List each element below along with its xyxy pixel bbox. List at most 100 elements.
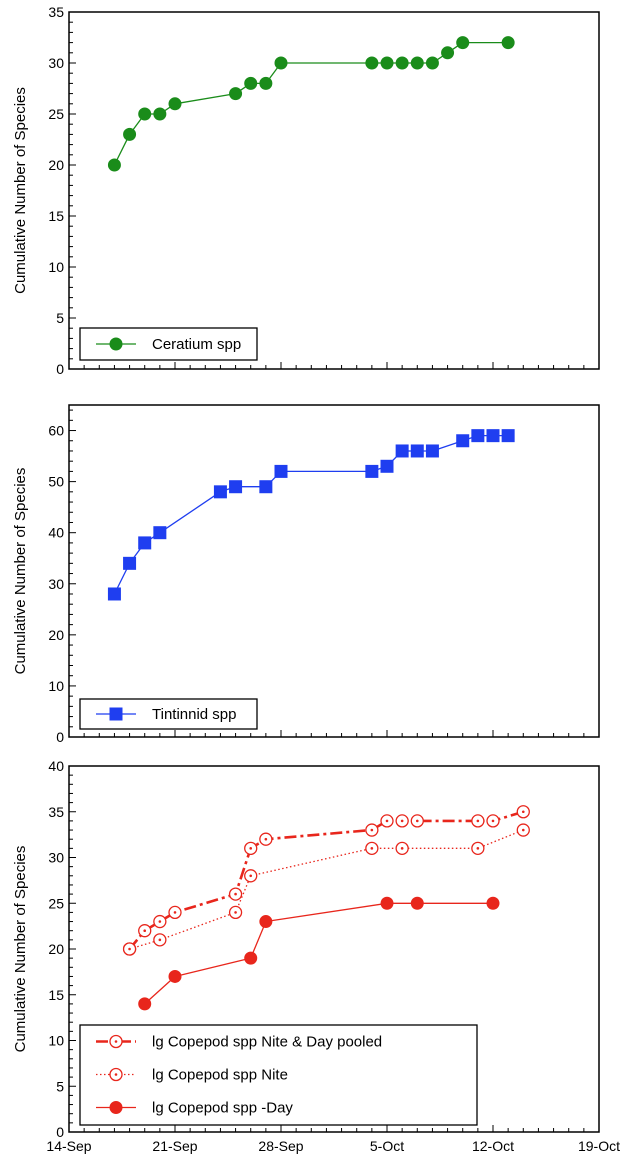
- legend-label: Ceratium spp: [152, 336, 241, 353]
- marker-dot: [400, 819, 404, 823]
- x-tick-label: 14-Sep: [46, 1138, 91, 1154]
- data-point: [244, 76, 258, 90]
- data-point: [380, 459, 394, 473]
- legend-entry: Tintinnid spp: [96, 706, 237, 723]
- chart-panels: 0 5 10 15 20 25 30 35 Cumulative Number of Speci…: [12, 4, 620, 1154]
- y-tick-label: 30: [48, 850, 64, 866]
- y-axis-title: Cumulative Number of Species: [12, 846, 29, 1053]
- data-point: [274, 464, 288, 478]
- marker-dot: [476, 847, 480, 850]
- data-point: [153, 107, 167, 121]
- data-point: [138, 107, 152, 121]
- marker-dot: [234, 892, 237, 896]
- x-tick-label: 19-Oct: [578, 1138, 620, 1154]
- data-point: [395, 841, 409, 855]
- data-point: [228, 887, 243, 901]
- legend-label: lg Copepod spp Nite: [152, 1067, 288, 1084]
- series-line: [144, 902, 493, 1005]
- data-point: [425, 56, 439, 70]
- data-point: [259, 480, 273, 494]
- y-axis: 0 10 20 30 40 50 60: [48, 409, 76, 745]
- data-point: [138, 924, 152, 938]
- marker-dot: [249, 874, 253, 878]
- marker-dot: [385, 819, 389, 823]
- legend-marker: [109, 1034, 123, 1049]
- marker-dot: [158, 938, 162, 942]
- data-point: [486, 429, 500, 443]
- data-point: [107, 158, 121, 172]
- marker-dot: [521, 828, 525, 832]
- data-point: [365, 56, 379, 70]
- y-tick-label: 35: [48, 804, 64, 820]
- y-tick-label: 15: [48, 987, 64, 1003]
- chart-panel-2: 0 10 20 30 40 50 60 Cumulative Number of Specie…: [12, 404, 600, 745]
- data-point: [107, 587, 121, 601]
- data-point: [501, 429, 515, 443]
- data-point: [259, 832, 273, 846]
- chart-panel-3: 0 5 10 15 20 25 30 35 40 Cumulative Number of Spe…: [12, 758, 620, 1154]
- series-line: [128, 810, 524, 950]
- data-point: [259, 76, 273, 90]
- data-point: [229, 480, 243, 494]
- data-point: [259, 915, 273, 929]
- data-point: [486, 896, 500, 910]
- y-tick-label: 0: [56, 361, 64, 377]
- data-point: [410, 814, 424, 828]
- plot-frame: [68, 404, 600, 738]
- data-point: [471, 814, 485, 828]
- data-point: [380, 896, 394, 910]
- series-1: [107, 36, 515, 172]
- data-point: [365, 823, 379, 837]
- x-tick-label: 21-Sep: [152, 1138, 197, 1154]
- data-point: [456, 434, 470, 448]
- data-point: [471, 841, 485, 855]
- y-tick-label: 20: [48, 627, 64, 643]
- data-point: [274, 56, 288, 70]
- data-point: [138, 997, 152, 1011]
- marker-dot: [234, 911, 237, 914]
- legend-entry: lg Copepod spp Nite & Day pooled: [96, 1034, 382, 1051]
- y-tick-label: 25: [48, 106, 64, 122]
- data-point: [122, 942, 137, 956]
- x-tick-label: 5-Oct: [370, 1138, 404, 1154]
- y-tick-label: 0: [56, 1124, 64, 1140]
- data-point: [486, 814, 500, 828]
- data-point: [153, 914, 167, 929]
- marker-dot: [415, 819, 419, 823]
- marker-dot: [264, 837, 268, 841]
- data-point: [123, 127, 137, 141]
- data-point: [168, 97, 182, 111]
- marker-dot: [370, 847, 374, 850]
- legend: lg Copepod spp Nite & Day pooled lg Copep…: [79, 1024, 478, 1126]
- data-point: [516, 805, 530, 819]
- data-point: [395, 444, 409, 458]
- marker-dot: [158, 920, 162, 923]
- marker-dot: [143, 929, 147, 932]
- data-point: [410, 56, 424, 70]
- marker-dot: [128, 947, 131, 951]
- data-point: [441, 46, 455, 60]
- series-line: [129, 829, 524, 950]
- y-tick-label: 25: [48, 895, 64, 911]
- legend-entry: Ceratium spp: [96, 336, 241, 353]
- data-point: [456, 36, 470, 50]
- y-axis: 0 5 10 15 20 25 30 35: [48, 4, 76, 377]
- y-tick-label: 40: [48, 525, 64, 541]
- marker-dot: [400, 847, 404, 850]
- data-point: [410, 444, 424, 458]
- series-line: [113, 434, 509, 595]
- series-2: [122, 823, 530, 956]
- series-1: [107, 429, 515, 601]
- series-3: [138, 896, 500, 1011]
- y-tick-label: 50: [48, 474, 64, 490]
- data-point: [244, 869, 258, 883]
- y-tick-label: 10: [48, 678, 64, 694]
- marker-dot: [173, 911, 177, 914]
- legend-box: [79, 1024, 478, 1126]
- data-point: [153, 933, 167, 947]
- legend-marker: [109, 1067, 123, 1082]
- y-tick-label: 15: [48, 208, 64, 224]
- y-tick-label: 20: [48, 157, 64, 173]
- marker-dot: [114, 1073, 118, 1076]
